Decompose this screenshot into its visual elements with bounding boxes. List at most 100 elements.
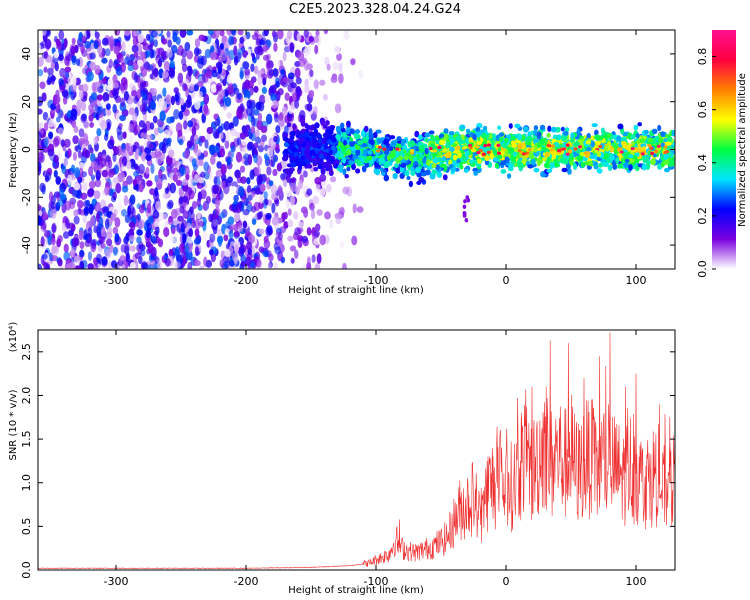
spectrogram-cell [527, 164, 533, 169]
spectrogram-cell [209, 233, 216, 243]
spectrogram-cell [304, 45, 312, 56]
spectrogram-cell [241, 146, 247, 154]
spectrogram-cell [168, 149, 175, 158]
spectrogram-cell [188, 228, 194, 238]
spectrogram-cell [57, 258, 63, 267]
spectrogram-cell [547, 125, 552, 132]
spectrogram-cell [52, 137, 60, 148]
spectrogram-cell [145, 92, 153, 101]
spectrogram-cell [280, 173, 286, 180]
spectrogram-cell [378, 157, 385, 163]
spectrogram-cell [314, 122, 320, 129]
spectrogram-cell [117, 201, 122, 213]
spectrogram-peak [410, 149, 415, 153]
spectrogram-cell [254, 187, 261, 195]
snr-scale-label: (x10⁴) [8, 322, 19, 353]
spectrogram-cell [128, 221, 136, 228]
spectrogram-cell [278, 231, 283, 241]
spectrogram-cell [233, 194, 239, 203]
spectrogram-cell [137, 59, 144, 67]
spectrogram-cell [406, 175, 411, 180]
spectrogram-cell [533, 125, 539, 131]
spectrogram-cell [635, 133, 640, 139]
spectrogram-cell [482, 125, 488, 131]
spectrogram-cell [74, 44, 79, 54]
spectrogram-cell [399, 166, 404, 173]
spectrogram-peak [463, 145, 468, 149]
spectrogram-cell [232, 115, 239, 127]
spectrogram-cell [250, 63, 255, 72]
spectrogram-cell [53, 120, 58, 128]
spectrogram-cell [224, 139, 230, 149]
spectrogram-cell [48, 191, 54, 203]
spectrogram-cell [129, 245, 136, 252]
spectrogram-cell [67, 148, 72, 158]
spectrogram-cell [48, 118, 54, 128]
spectrogram-cell [99, 128, 106, 139]
spectrogram-cell [63, 38, 68, 48]
spectrogram-cell [300, 120, 306, 127]
y-tick-label: 2.0 [20, 387, 33, 405]
spectrogram-cell [321, 139, 327, 145]
spectrogram-cell [331, 137, 337, 143]
spectrogram-cell [465, 128, 471, 133]
spectrogram-cell [121, 185, 129, 193]
spectrogram-marks [38, 30, 675, 269]
spectrogram-cell [339, 152, 344, 158]
spectrogram-cell [235, 131, 241, 139]
spectrogram-cell [414, 166, 421, 174]
spectrogram-cell [326, 153, 331, 159]
spectrogram-peak [647, 143, 652, 147]
y-tick-label: -20 [20, 188, 33, 206]
spectrogram-cell [297, 140, 304, 145]
spectrogram-cell [290, 257, 295, 264]
spectrogram-cell [239, 165, 246, 173]
spectrogram-cell [55, 176, 62, 185]
spectrogram-cell [348, 160, 355, 165]
spectrogram-cell [198, 34, 206, 41]
spectrogram-cell [73, 209, 79, 217]
spectrogram-cell [179, 30, 187, 39]
spectrogram-cell [138, 204, 145, 214]
spectrogram-cell [105, 231, 113, 240]
spectrogram-cell [145, 238, 152, 245]
spectrogram-cell [72, 75, 77, 86]
spectrogram-cell [45, 263, 50, 269]
spectrogram-cell [133, 51, 139, 58]
spectrogram-cell [439, 139, 445, 146]
spectrogram-peak [630, 147, 635, 151]
spectrogram-cell [145, 154, 152, 162]
spectrogram-cell [671, 129, 675, 137]
spectrogram-cell [266, 147, 274, 158]
spectrogram-cell [604, 152, 609, 160]
spectrogram-cell [204, 48, 212, 59]
spectrogram-cell [162, 213, 168, 220]
spectrogram-cell [208, 213, 213, 223]
spectrogram-cell [246, 99, 252, 109]
spectrogram-cell [282, 51, 287, 62]
spectrogram-cell [275, 125, 281, 134]
spectrogram-cell [226, 112, 233, 119]
spectrogram-cell [78, 89, 84, 100]
spectrogram-cell [106, 109, 112, 116]
spectrogram-cell [150, 100, 157, 111]
spectrogram-cell [228, 230, 234, 239]
spectrogram-cell [215, 82, 223, 91]
spectrogram-cell [88, 104, 95, 112]
spectrogram-cell [112, 103, 117, 114]
spectrogram-cell [125, 142, 130, 152]
spectrogram-cell [178, 196, 184, 205]
spectrogram-cell [258, 246, 265, 254]
spectrogram-cell [289, 181, 297, 193]
spectrogram-cell [338, 62, 343, 73]
spectrogram-cell [123, 90, 129, 101]
spectrogram-cell [445, 151, 452, 159]
spectrogram-cell [417, 134, 424, 140]
spectrogram-cell [228, 259, 236, 267]
spectrogram-cell [88, 203, 94, 215]
spectrogram-cell [79, 241, 85, 250]
spectrogram-cell [455, 145, 461, 151]
spectrogram-cell [131, 112, 138, 122]
spectrogram-cell [194, 228, 200, 237]
spectrogram-cell [243, 88, 248, 96]
